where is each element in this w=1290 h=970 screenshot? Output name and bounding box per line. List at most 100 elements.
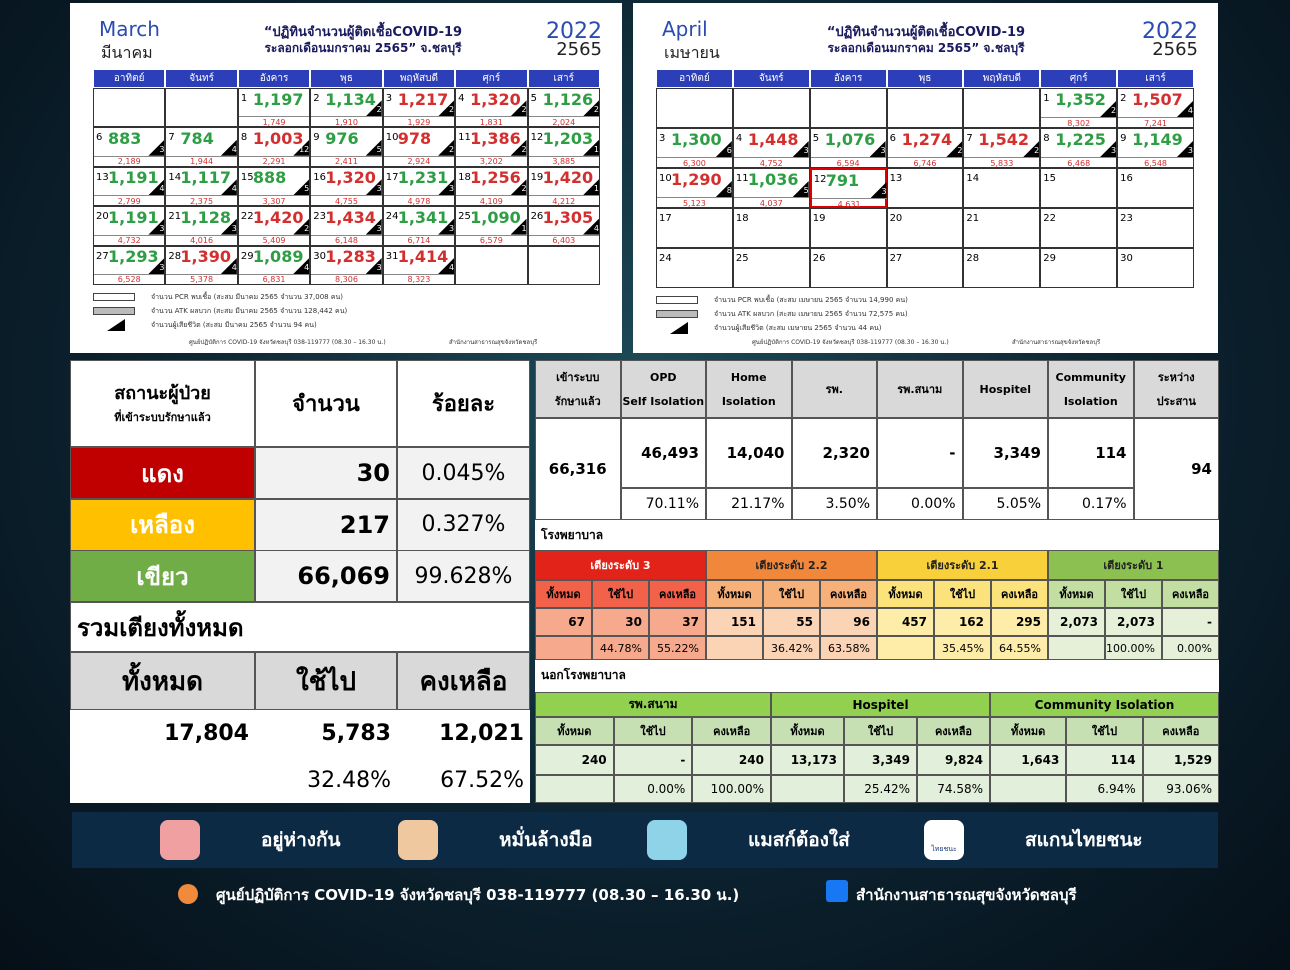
pcr-count: 1,434 — [325, 207, 376, 227]
day-cell — [455, 245, 528, 285]
pcr-count: 1,191 — [108, 168, 159, 188]
bed-value: 240 — [535, 745, 614, 775]
header-text: รักษาแล้ว — [554, 395, 601, 408]
section-title: โรงพยาบาล — [541, 527, 604, 542]
day-cell: 6 1,274 6,746 2 — [886, 128, 964, 168]
death-count: 2 — [449, 144, 455, 154]
year-thai: 2565 — [1152, 39, 1198, 60]
day-cell: 8 1,225 6,468 3 — [1040, 128, 1118, 168]
pcr-count: 1,352 — [1055, 89, 1106, 109]
day-number: 9 — [1120, 133, 1127, 144]
banner-icon — [160, 820, 200, 860]
death-count: 12 — [299, 144, 310, 154]
day-number: 7 — [966, 133, 973, 144]
header-text: สถานะผู้ป่วย — [114, 382, 211, 404]
day-cell: 19 1,420 4,212 1 — [527, 166, 600, 207]
atk-band: 4,631 — [811, 198, 887, 209]
header-text: รพ. — [825, 383, 843, 396]
pcr-count: 1,217 — [397, 89, 449, 109]
bed-percent: 55.22% — [649, 636, 706, 660]
day-cell: 3 1,300 6,300 6 — [656, 128, 733, 168]
day-number: 10 — [659, 173, 672, 184]
banner-icon — [924, 820, 964, 860]
treatment-header: ระหว่าง ประสาน — [1133, 360, 1219, 418]
bed-cell — [877, 636, 934, 660]
bed-cell — [706, 636, 763, 660]
sub-header: ใช้ไป — [592, 580, 649, 608]
day-cell: 14 1,117 2,375 4 — [165, 166, 238, 207]
footer-phone: ศูนย์ปฏิบัติการ COVID-19 จังหวัดชลบุรี 0… — [752, 339, 949, 346]
pcr-count: 784 — [180, 128, 214, 148]
day-cell: 28 — [963, 248, 1041, 288]
weekday: พฤหัสบดี — [963, 69, 1041, 88]
pcr-count: 1,256 — [470, 168, 521, 188]
day-number: 30 — [1120, 253, 1133, 264]
death-count: 5 — [304, 184, 310, 194]
title-line: “ปฏิทินจำนวนผู้ติดเชื้อCOVID-19 — [826, 24, 1026, 40]
title-line: “ปฏิทินจำนวนผู้ติดเชื้อCOVID-19 — [263, 24, 463, 40]
day-number: 4 — [458, 93, 465, 104]
atk-band: 6,403 — [528, 234, 599, 246]
bed-value: 2,073 — [1048, 608, 1105, 636]
bed-percent: 100.00% — [692, 775, 771, 803]
day-cell: 2 1,134 1,910 2 — [310, 88, 383, 128]
day-number: 10 — [385, 132, 399, 144]
sub-header: ใช้ไป — [1105, 580, 1162, 608]
sub-header: ทั้งหมด — [1048, 580, 1105, 608]
bed-value: 37 — [649, 608, 706, 636]
weekday: พุธ — [886, 69, 964, 88]
death-count: 3 — [376, 262, 382, 272]
day-number: 29 — [1043, 253, 1057, 264]
day-cell: 23 — [1117, 208, 1194, 248]
day-number: 2 — [313, 93, 320, 104]
treatment-pending: 94 — [1133, 418, 1219, 520]
atk-band: 6,746 — [887, 157, 963, 168]
legend-text: จำนวนผู้เสียชีวิต (สะสม มีนาคม 2565 จำนว… — [151, 320, 317, 329]
day-number: 14 — [168, 171, 182, 183]
bed-percent: 100.00% — [1105, 636, 1162, 660]
death-count: 2 — [521, 184, 527, 194]
banner: อยู่ห่างกัน หมั่นล้างมือ แมสก์ต้องใส่ สแกนไ… — [72, 812, 1218, 868]
day-number: 17 — [659, 213, 672, 224]
day-number: 20 — [889, 213, 903, 224]
atk-band: 5,378 — [166, 273, 237, 285]
day-cell: 9 1,149 6,548 3 — [1117, 128, 1194, 168]
group-header: เตียงระดับ 1 — [1048, 550, 1219, 580]
day-number: 6 — [96, 132, 103, 144]
day-number: 22 — [1043, 213, 1057, 224]
pcr-count: 791 — [825, 170, 860, 190]
beds-header: ทั้งหมด — [70, 652, 255, 710]
day-cell: 21 1,128 4,016 3 — [165, 206, 238, 246]
sub-header: ทั้งหมด — [535, 717, 614, 745]
day-number: 25 — [458, 211, 471, 223]
day-cell: 29 — [1040, 248, 1118, 288]
pcr-count: 1,390 — [180, 247, 232, 267]
day-number: 27 — [96, 250, 109, 262]
death-count: 1 — [521, 223, 527, 233]
header-text: Home — [730, 370, 767, 384]
death-count: 5 — [803, 186, 809, 195]
day-number: 30 — [313, 250, 327, 262]
atk-band: 2,799 — [94, 195, 165, 206]
pcr-count: 1,076 — [824, 129, 876, 149]
atk-band: 1,944 — [166, 155, 237, 167]
atk-band: 5,123 — [657, 197, 732, 208]
atk-band: 4,978 — [383, 195, 455, 206]
legend-text: จำนวนผู้เสียชีวิต (สะสม เมษายน 2565 จำนว… — [714, 323, 882, 332]
day-cell — [886, 88, 964, 128]
atk-band: 1,910 — [311, 116, 382, 127]
weekday: พฤหัสบดี — [382, 69, 456, 88]
atk-band: 2,024 — [528, 116, 599, 127]
pcr-count: 1,320 — [470, 89, 521, 109]
beds-percent: 32.48% — [307, 767, 391, 793]
atk-band: 2,189 — [94, 155, 165, 167]
day-cell — [963, 88, 1041, 128]
atk-band: 2,411 — [311, 155, 382, 167]
pcr-count: 1,231 — [397, 168, 449, 188]
day-number: 15 — [1043, 173, 1057, 184]
weekday: อาทิตย์ — [93, 69, 166, 88]
weekday: เสาร์ — [1117, 69, 1194, 88]
day-cell: 15 — [1040, 168, 1118, 208]
day-cell: 1 1,197 1,749 — [237, 88, 311, 128]
header-cell — [70, 360, 255, 447]
